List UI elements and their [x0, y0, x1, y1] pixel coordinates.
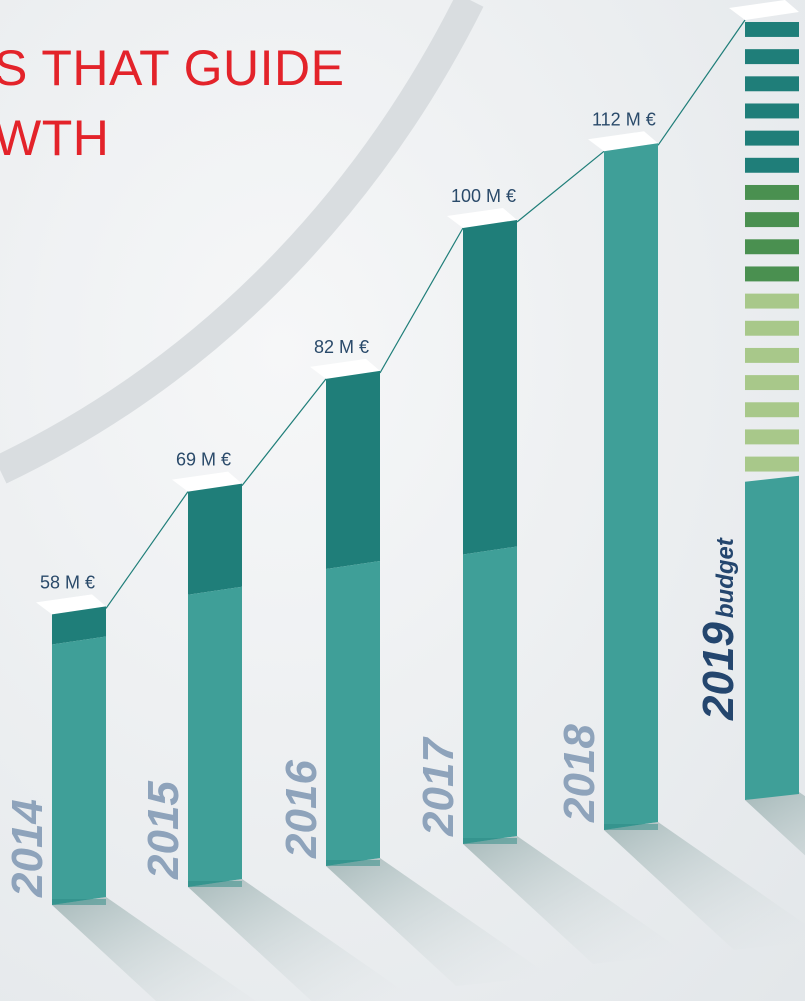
bar-shadow	[604, 822, 805, 950]
bar-top-cap	[447, 208, 517, 228]
bar-shadows	[52, 792, 805, 1001]
connector-line	[379, 227, 464, 374]
bar-shadow	[463, 836, 687, 964]
budget-stripe	[745, 402, 799, 418]
year-label: 2018	[555, 724, 604, 823]
bar-shadow	[188, 879, 412, 1001]
bar-light-segment	[52, 636, 106, 905]
budget-stripe	[745, 212, 799, 228]
bar-top-cap	[36, 594, 106, 615]
budget-stripe	[745, 103, 799, 119]
bar-top-cap	[588, 131, 658, 152]
connector-line	[105, 491, 189, 609]
budget-stripe	[745, 375, 799, 391]
year-label: 2016	[277, 760, 326, 859]
headline-line-2: WTH	[0, 110, 110, 166]
bar-top-cap	[172, 471, 242, 492]
bar-light-segment	[326, 561, 380, 866]
headline-line-1: S THAT GUIDE	[0, 40, 345, 96]
budget-stripe	[745, 130, 799, 146]
bar-dark-segment	[52, 606, 106, 645]
bar-shadow	[326, 858, 550, 986]
budget-stripe	[745, 266, 799, 282]
bar-dark-segment	[188, 483, 242, 595]
bar-top-cap	[729, 0, 799, 20]
budget-stripe	[745, 429, 799, 445]
budget-stripe	[745, 320, 799, 336]
connector-line	[657, 19, 746, 146]
year-label: 2015	[139, 781, 188, 880]
bar-light-segment	[188, 586, 242, 887]
year-label: 2014	[3, 799, 52, 898]
budget-stripe	[745, 184, 799, 200]
budget-stripe	[745, 239, 799, 255]
connector-line	[516, 150, 605, 223]
bar-value-label: 100 M €	[451, 186, 516, 206]
budget-stripe	[745, 293, 799, 309]
budget-stripe	[745, 157, 799, 173]
budget-stripe	[745, 456, 799, 472]
year-label: 2019budget	[694, 537, 743, 721]
budget-stripe	[745, 347, 799, 363]
bar-base	[463, 838, 517, 844]
bar-dark-segment	[326, 370, 380, 569]
budget-stripe	[745, 22, 799, 37]
connector-line	[241, 378, 327, 487]
budget-stripe	[745, 76, 799, 92]
bar-shadow	[745, 792, 805, 856]
bar-light-segment	[745, 475, 799, 800]
bar-light-segment	[463, 546, 517, 844]
bar-base	[188, 881, 242, 887]
year-labels: 2014 2015 2016 2017 2018 2019budget	[3, 537, 743, 898]
bar-value-label: 69 M €	[176, 450, 231, 470]
connector-lines	[105, 19, 746, 609]
bar-shadow	[52, 897, 256, 1001]
value-labels: 58 M €69 M €82 M €100 M €112 M €125 M €	[40, 109, 656, 592]
budget-stripe	[745, 49, 799, 65]
bar-top-cap	[310, 358, 380, 379]
bar-dark-segment	[463, 220, 517, 555]
bar-value-label: 82 M €	[314, 337, 369, 357]
bar-base	[52, 899, 106, 905]
year-label: 2017	[414, 736, 463, 837]
bars	[36, 0, 799, 905]
decorative-arc	[0, 0, 484, 484]
bar-value-label: 112 M €	[592, 109, 656, 129]
bar-value-label: 58 M €	[40, 572, 95, 592]
bar-base	[326, 860, 380, 866]
bar-base	[604, 824, 658, 830]
bar-light-segment	[604, 143, 658, 830]
